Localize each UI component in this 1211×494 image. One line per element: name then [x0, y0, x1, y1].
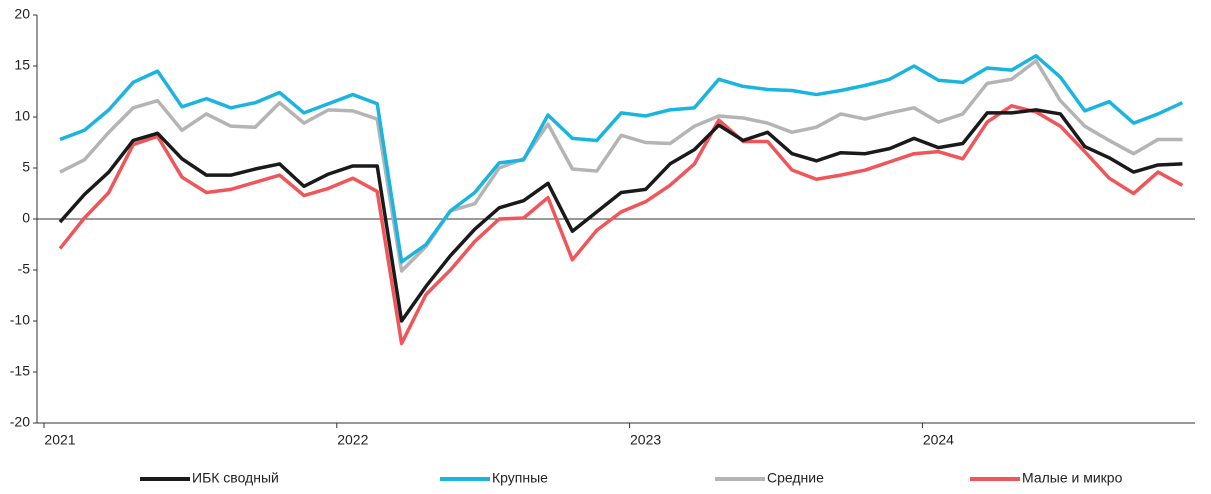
y-tick-label: 10: [14, 108, 30, 124]
x-tick-label: 2023: [630, 432, 661, 448]
legend-label: ИБК сводный: [192, 470, 279, 486]
y-tick-label: -5: [18, 261, 31, 277]
series-line: [59, 54, 1184, 264]
x-tick-label: 2024: [923, 432, 954, 448]
y-tick-label: -10: [10, 312, 30, 328]
y-tick-label: 20: [14, 6, 30, 22]
series-line: [59, 59, 1183, 273]
series-line: [58, 108, 1183, 323]
legend-label: Малые и микро: [1022, 470, 1123, 486]
y-tick-label: 0: [22, 210, 30, 226]
series-line: [58, 104, 1184, 346]
y-tick-label: -15: [10, 363, 30, 379]
y-tick-label: 15: [14, 57, 30, 73]
y-tick-label: 5: [22, 159, 30, 175]
x-tick-label: 2021: [44, 432, 75, 448]
y-tick-label: -20: [10, 414, 30, 430]
legend-label: Средние: [767, 470, 824, 486]
x-tick-label: 2022: [337, 432, 368, 448]
legend-label: Крупные: [492, 470, 548, 486]
